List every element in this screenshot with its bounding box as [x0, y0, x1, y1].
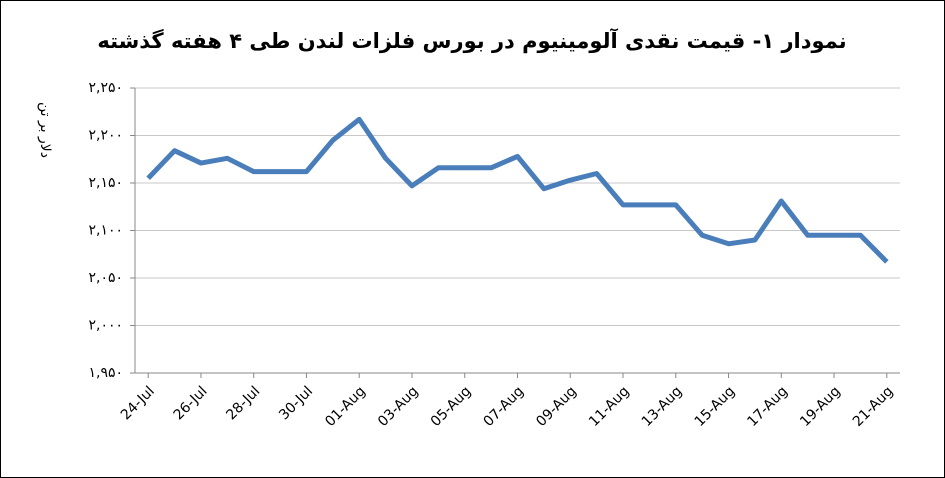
- y-tick-label: ۲,۱۵۰: [88, 175, 123, 191]
- y-tick-label: ۲,۲۵۰: [88, 80, 123, 96]
- y-tick-label: ۱,۹۵۰: [88, 365, 123, 381]
- y-axis-title: دلار بر تن: [37, 102, 53, 158]
- y-tick-label: ۲,۲۰۰: [88, 128, 123, 144]
- y-tick-label: ۲,۰۵۰: [88, 270, 123, 286]
- series-line: [146, 116, 889, 264]
- chart-title: نمودار ۱- قیمت نقدی آلومینیوم در بورس فل…: [97, 28, 846, 53]
- y-tick-label: ۲,۱۰۰: [88, 223, 123, 239]
- y-tick-label: ۲,۰۰۰: [88, 318, 123, 334]
